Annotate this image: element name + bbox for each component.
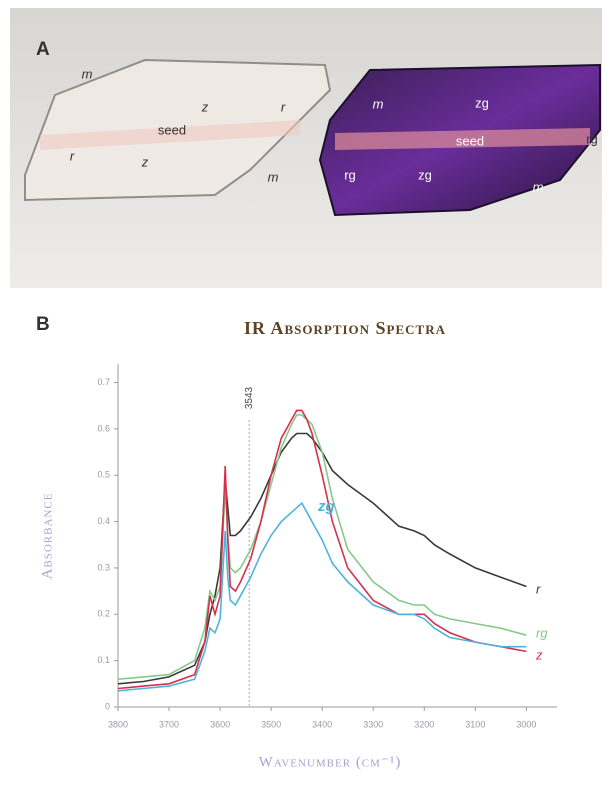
- y-tick-label: 0: [105, 701, 110, 711]
- y-tick-label: 0.2: [97, 609, 110, 619]
- y-tick-label: 0.3: [97, 562, 110, 572]
- y-axis-label: Absorbance: [39, 493, 55, 580]
- x-tick-label: 3700: [159, 719, 179, 729]
- series-label: zg: [317, 498, 335, 515]
- chart-background: [10, 300, 602, 790]
- x-tick-label: 3800: [108, 719, 128, 729]
- chart-title: IR Absorption Spectra: [244, 318, 446, 338]
- photo-label: r: [281, 99, 286, 114]
- photo-label: z: [141, 154, 149, 169]
- series-label: rg: [536, 625, 548, 640]
- y-tick-label: 0.5: [97, 470, 110, 480]
- x-tick-label: 3500: [261, 719, 281, 729]
- series-label: z: [535, 647, 543, 662]
- panel-label: B: [36, 314, 50, 335]
- x-tick-label: 3600: [210, 719, 230, 729]
- photo-label: m: [373, 96, 384, 111]
- series-line: [117, 409, 527, 690]
- y-tick-label: 0.4: [97, 516, 110, 526]
- photo-label: m: [533, 179, 544, 194]
- photo-label: m: [268, 169, 279, 184]
- seed-band: [40, 120, 300, 150]
- photo-label: zg: [418, 167, 432, 182]
- x-axis-label: Wavenumber (cm⁻¹): [259, 754, 402, 770]
- series-label: r: [536, 581, 541, 596]
- y-tick-label: 0.7: [97, 377, 110, 387]
- series-line: [117, 501, 527, 692]
- photo-label: r: [70, 148, 75, 163]
- x-tick-label: 3400: [312, 719, 332, 729]
- x-tick-label: 3100: [465, 719, 485, 729]
- photo-label: rg: [344, 167, 356, 182]
- photo-label: z: [201, 99, 209, 114]
- y-tick-label: 0.6: [97, 423, 110, 433]
- seed-band: [335, 128, 590, 150]
- y-tick-label: 0.1: [97, 655, 110, 665]
- photo-label: seed: [456, 133, 484, 148]
- photo-label: m: [82, 66, 93, 81]
- panel-label: A: [36, 39, 50, 60]
- series-line: [117, 414, 527, 680]
- photo-label: seed: [158, 122, 186, 137]
- photo: A: [10, 8, 602, 288]
- x-tick-label: 3300: [363, 719, 383, 729]
- x-tick-label: 3000: [516, 719, 536, 729]
- photo-label: zg: [475, 95, 489, 110]
- chart: B IR Absorption Spectra Wavenumber (cm⁻¹…: [10, 300, 602, 790]
- x-tick-label: 3200: [414, 719, 434, 729]
- marker-label: 3543: [244, 386, 255, 409]
- photo-label: rg: [586, 131, 598, 146]
